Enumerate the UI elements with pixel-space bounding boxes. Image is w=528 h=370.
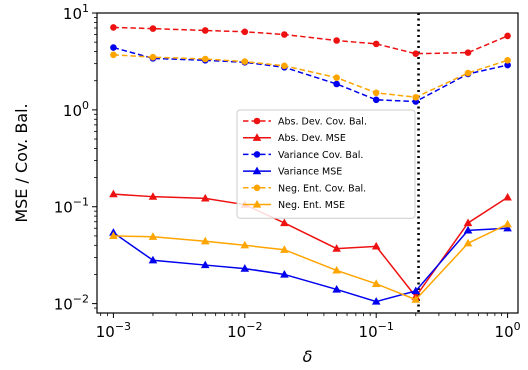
x-tick-label: 10−3 <box>96 320 131 341</box>
data-point <box>332 284 341 293</box>
data-point <box>110 51 117 59</box>
data-point <box>281 31 288 38</box>
plot-area <box>109 13 512 313</box>
data-point <box>371 241 381 250</box>
legend-label: Variance MSE <box>278 167 342 178</box>
series-line <box>113 223 508 301</box>
x-tick-label: 10−1 <box>359 320 394 341</box>
data-point <box>241 28 249 36</box>
legend-entry: Abs. Dev. MSE <box>243 133 346 144</box>
data-point <box>463 225 473 234</box>
data-point <box>149 53 157 61</box>
data-point <box>463 238 473 247</box>
series-line <box>112 227 508 303</box>
data-point <box>148 232 158 240</box>
data-point <box>503 219 512 228</box>
legend-swatch-marker <box>252 166 262 175</box>
data-point <box>504 32 511 40</box>
legend-label: Neg. Ent. Cov. Bal. <box>278 183 366 194</box>
x-axis-label: δ <box>303 347 313 366</box>
series-line <box>113 46 508 103</box>
data-point <box>148 192 158 200</box>
data-point <box>503 192 512 201</box>
data-point <box>241 58 249 65</box>
legend-entry: Neg. Ent. Cov. Bal. <box>243 183 366 194</box>
data-point <box>332 265 341 274</box>
data-point <box>372 89 380 97</box>
legend-entry: Abs. Dev. Cov. Bal. <box>243 117 367 128</box>
legend-entry: Neg. Ent. MSE <box>243 200 345 211</box>
x-tick-label: 100 <box>495 320 521 341</box>
data-point <box>200 193 210 202</box>
y-tick-label: 10−1 <box>54 196 89 217</box>
data-point <box>503 223 512 232</box>
series-2 <box>110 44 511 105</box>
data-point <box>110 24 117 31</box>
legend-swatch-marker <box>252 133 262 141</box>
data-point <box>371 279 381 287</box>
data-point <box>504 61 511 69</box>
y-tick-label: 10−2 <box>54 293 89 314</box>
data-point <box>333 37 340 44</box>
data-point <box>411 295 421 303</box>
series-5 <box>109 219 512 303</box>
y-axis-label: MSE / Cov. Bal. <box>12 103 31 222</box>
series-line <box>113 54 508 99</box>
legend-label: Neg. Ent. MSE <box>278 200 345 211</box>
data-point <box>110 44 117 51</box>
data-point <box>148 255 158 264</box>
x-tick-label: 10−2 <box>227 320 262 341</box>
data-point <box>109 189 118 198</box>
data-point <box>371 297 381 305</box>
legend-swatch-marker <box>253 117 261 125</box>
data-point <box>412 50 420 58</box>
data-point <box>464 69 472 77</box>
legend-swatch-marker <box>253 184 261 192</box>
data-point <box>372 40 380 48</box>
data-point <box>149 25 157 32</box>
y-tick-label: 100 <box>63 99 89 120</box>
data-point <box>333 74 340 81</box>
data-point <box>463 218 473 227</box>
data-point <box>201 55 209 63</box>
legend-label: Variance Cov. Bal. <box>278 150 363 161</box>
data-point <box>240 264 250 272</box>
axis-ticks: 10−3 10−2 10−1 100 10−2 10−1 100 101 <box>54 2 521 341</box>
legend-entry: Variance Cov. Bal. <box>243 150 363 161</box>
data-point <box>280 245 289 253</box>
data-point <box>411 286 421 295</box>
data-point <box>200 260 210 269</box>
data-point <box>280 269 289 278</box>
data-point <box>372 96 380 104</box>
legend-box <box>236 109 416 219</box>
series-line <box>113 26 508 55</box>
data-point <box>504 56 511 64</box>
data-point <box>201 27 209 34</box>
legend-swatch-marker <box>253 151 261 158</box>
data-point <box>412 93 420 101</box>
data-point <box>280 218 289 227</box>
data-point <box>281 62 288 70</box>
legend: Abs. Dev. Cov. Bal. Abs. Dev. MSE Variance… <box>236 109 416 219</box>
series-4 <box>110 51 511 101</box>
y-tick-label: 101 <box>63 2 89 23</box>
series-0 <box>110 24 511 58</box>
data-point <box>333 80 340 88</box>
legend-label: Abs. Dev. Cov. Bal. <box>278 117 367 128</box>
legend-entry: Variance MSE <box>243 167 342 178</box>
data-point <box>332 244 341 252</box>
data-point <box>109 231 118 240</box>
legend-swatch-marker <box>252 200 262 208</box>
legend-label: Abs. Dev. MSE <box>278 133 346 144</box>
data-point <box>464 49 472 56</box>
data-point <box>200 236 210 245</box>
data-point <box>240 240 250 249</box>
